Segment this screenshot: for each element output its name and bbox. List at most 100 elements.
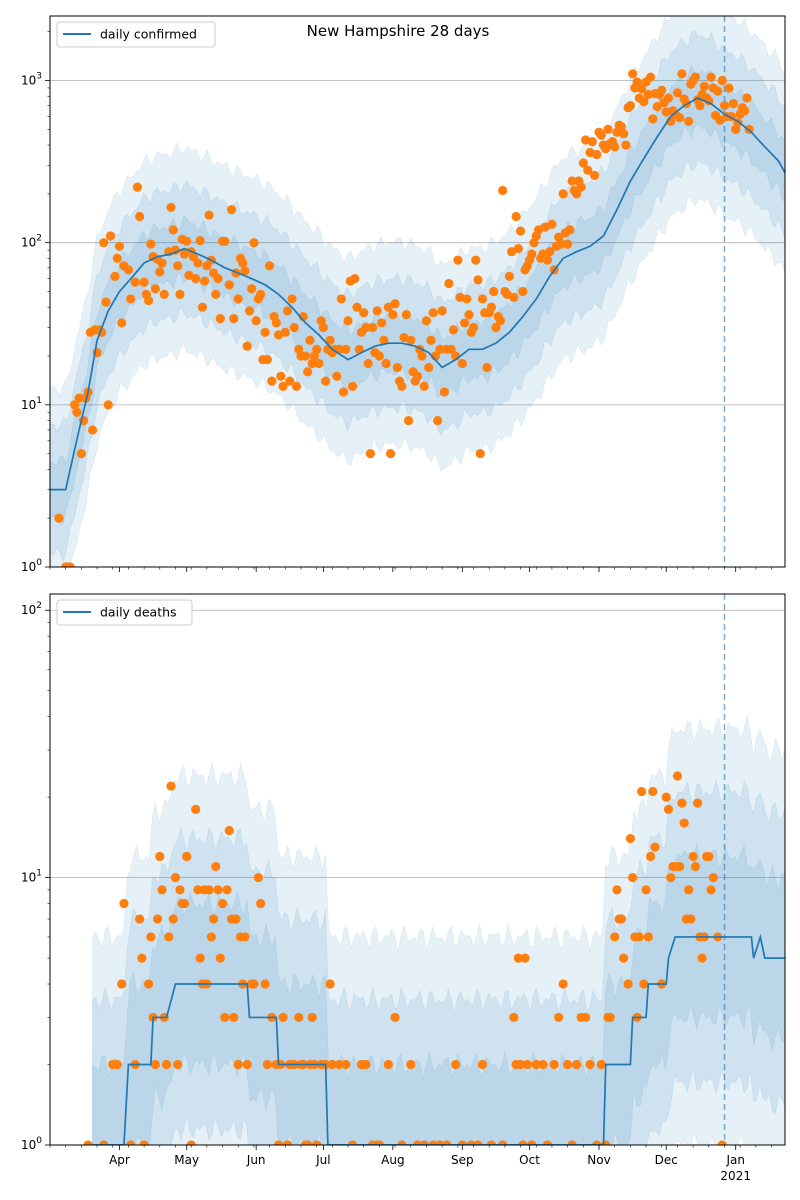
y-tick-label: 100: [21, 1136, 42, 1152]
scatter-point: [486, 1140, 497, 1145]
scatter-point: [99, 1140, 109, 1145]
scatter-point: [273, 1140, 284, 1145]
scatter-point: [363, 358, 373, 369]
scatter-point: [249, 979, 259, 989]
scatter-point: [610, 142, 620, 152]
scatter-point: [114, 241, 125, 251]
bottom-legend-box: [56, 599, 193, 626]
scatter-point: [475, 449, 485, 459]
scatter-point: [144, 979, 154, 989]
scatter-point: [182, 236, 192, 246]
uncertainty-band: [50, 30, 785, 564]
scatter-point: [639, 97, 649, 107]
scatter-point: [72, 407, 82, 417]
series-line: [50, 97, 785, 491]
scatter-point: [498, 185, 508, 196]
scatter-point: [509, 292, 519, 302]
scatter-point: [513, 953, 523, 963]
scatter-point: [211, 861, 221, 872]
scatter-point: [643, 932, 653, 942]
x-tick-label: Jan: [725, 1153, 745, 1167]
scatter-point: [350, 274, 360, 284]
scatter-point: [695, 101, 705, 111]
scatter-point: [717, 75, 727, 86]
scatter-point: [374, 351, 385, 361]
scatter-point: [285, 376, 295, 386]
uncertainty-band: [92, 779, 785, 1145]
scatter-point: [260, 979, 270, 989]
scatter-point: [155, 851, 165, 862]
scatter-point: [587, 137, 597, 147]
scatter-point: [650, 842, 660, 852]
scatter-point: [347, 381, 358, 391]
scatter-point: [267, 376, 277, 386]
scatter-point: [157, 885, 167, 895]
scatter-point: [677, 69, 687, 79]
scatter-point: [195, 236, 205, 246]
scatter-point: [215, 953, 225, 963]
scatter-point: [388, 310, 398, 320]
scatter-point: [166, 202, 176, 213]
scatter-point: [132, 182, 142, 192]
scatter-point: [318, 322, 328, 333]
scatter-point: [688, 851, 698, 862]
scatter-point: [464, 310, 474, 320]
scatter-point: [457, 358, 467, 369]
scatter-point: [383, 1059, 393, 1070]
scatter-point: [473, 275, 483, 285]
scatter-point: [242, 1059, 252, 1070]
scatter-point: [663, 804, 674, 814]
scatter-point: [652, 102, 662, 112]
scatter-point: [699, 81, 709, 91]
scatter-point: [112, 253, 122, 263]
scatter-point: [706, 72, 716, 82]
scatter-point: [558, 189, 568, 199]
scatter-point: [179, 898, 190, 909]
scatter-point: [361, 322, 371, 333]
scatter-point: [262, 1059, 272, 1070]
scatter-point: [437, 306, 447, 316]
x-tick-label: Jul: [315, 1153, 330, 1167]
bottom-series-line: [92, 933, 785, 1145]
scatter-point: [457, 1140, 467, 1145]
scatter-point: [166, 781, 176, 791]
scatter-point: [101, 297, 111, 307]
scatter-point: [421, 316, 432, 326]
scatter-point: [173, 1059, 183, 1070]
confirmed-panel: 100 101 102 103 New Hampshire 28 days daily…: [21, 15, 786, 574]
scatter-point: [278, 1012, 288, 1023]
x-tick-label: May: [174, 1153, 199, 1167]
scatter-point: [697, 953, 707, 963]
scatter-point: [208, 914, 219, 924]
scatter-point: [585, 1059, 595, 1070]
scatter-point: [392, 362, 402, 373]
scatter-point: [191, 804, 201, 814]
scatter-point: [260, 327, 270, 337]
scatter-point: [628, 873, 638, 883]
scatter-point: [663, 93, 674, 103]
scatter-point: [303, 1140, 313, 1145]
scatter-point: [325, 335, 335, 345]
scatter-point: [352, 302, 362, 312]
scatter-point: [332, 371, 342, 381]
scatter-point: [220, 1012, 230, 1023]
scatter-point: [513, 243, 523, 254]
scatter-point: [545, 247, 555, 257]
scatter-point: [217, 898, 228, 909]
scatter-point: [144, 295, 154, 306]
scatter-point: [433, 415, 443, 426]
scatter-point: [619, 129, 629, 139]
scatter-point: [377, 318, 387, 328]
scatter-point: [186, 1140, 196, 1145]
scatter-point: [287, 294, 297, 304]
scatter-point: [265, 261, 275, 271]
uncertainty-band: [92, 715, 785, 1145]
scatter-point: [251, 316, 261, 326]
x-tick-label: Jun: [246, 1153, 266, 1167]
scatter-point: [531, 1059, 541, 1070]
scatter-point: [242, 341, 252, 351]
top-legend-box: [56, 21, 216, 48]
scatter-point: [477, 294, 488, 304]
scatter-point: [390, 1012, 400, 1023]
scatter-point: [572, 1059, 582, 1070]
